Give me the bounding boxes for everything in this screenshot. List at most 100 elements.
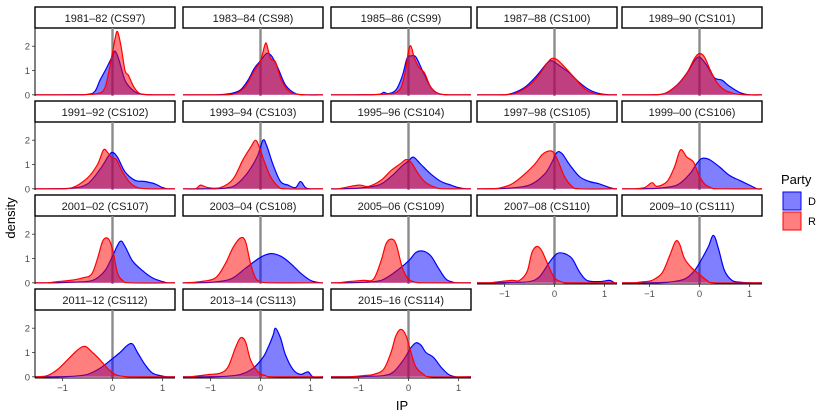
facet-title: 1993–94 (CS103) — [210, 107, 297, 119]
facet-panel: 2013–14 (CS113) −1 0 1 — [182, 288, 324, 394]
facet-title: 2003–04 (CS108) — [210, 201, 297, 213]
facet-strip — [34, 6, 176, 29]
y-tick-label: 0 — [25, 372, 30, 383]
y-tick-label: 1 — [25, 348, 30, 359]
density-area-r — [330, 45, 472, 96]
y-tick-label: 0 — [25, 278, 30, 289]
facet-title: 1995–96 (CS104) — [358, 107, 445, 119]
facet-strip — [330, 6, 472, 29]
y-tick-label: 0 — [25, 184, 30, 195]
x-tick-label: −1 — [644, 289, 655, 300]
facet-strip — [476, 6, 618, 29]
facet-title: 1987–88 (CS100) — [504, 13, 591, 25]
density-area-r — [330, 238, 472, 284]
facet-title: 1991–92 (CS102) — [62, 107, 149, 119]
x-axis-title: IP — [396, 398, 408, 413]
facet-panel: 2005–06 (CS109) — [330, 194, 472, 284]
density-area-r — [182, 139, 324, 190]
density-area-r — [182, 236, 324, 284]
facet-strip — [34, 194, 176, 217]
density-area-r — [621, 52, 763, 96]
facet-panel: 2015–16 (CS114) −1 0 1 — [330, 288, 472, 394]
x-tick-label: 0 — [552, 289, 557, 300]
facet-title: 1997–98 (CS105) — [504, 107, 591, 119]
density-area-r — [330, 328, 472, 378]
y-tick-label: 2 — [25, 230, 30, 241]
y-axis-title: density — [3, 197, 18, 239]
y-tick-label: 0 — [25, 90, 30, 101]
y-tick-label: 2 — [25, 324, 30, 335]
legend-title: Party — [781, 172, 812, 187]
facet-title: 2011–12 (CS112) — [62, 295, 147, 307]
facet-title: 2007–08 (CS110) — [504, 201, 590, 213]
x-tick-label: 0 — [110, 383, 115, 394]
x-tick-label: 1 — [308, 383, 313, 394]
facet-strip — [330, 100, 472, 123]
y-tick-label: 2 — [25, 136, 30, 147]
legend-label-d: D — [808, 196, 816, 208]
facet-strip — [621, 194, 763, 217]
density-area-r — [621, 149, 763, 190]
density-area-r — [476, 150, 618, 190]
x-tick-label: 0 — [258, 383, 263, 394]
facet-panel: 1993–94 (CS103) — [182, 100, 324, 190]
y-tick-label: 1 — [25, 254, 30, 265]
facet-strip — [330, 194, 472, 217]
density-area-r — [34, 345, 176, 378]
density-area-r — [621, 240, 763, 284]
density-area-r — [330, 158, 472, 190]
facet-strip — [182, 100, 324, 123]
facet-title: 1981–82 (CS97) — [65, 13, 146, 25]
facet-panel: 2009–10 (CS111) −1 0 1 — [621, 194, 763, 300]
facet-title: 2009–10 (CS111) — [649, 201, 734, 213]
facet-panel: 1995–96 (CS104) — [330, 100, 472, 190]
facet-title: 2015–16 (CS114) — [358, 295, 444, 307]
facet-panel: 1987–88 (CS100) — [476, 6, 618, 96]
facet-title: 1985–86 (CS99) — [361, 13, 442, 25]
facet-panel: 1999–00 (CS106) — [621, 100, 763, 190]
facet-panel: 1991–92 (CS102) 0 1 2 — [25, 100, 176, 195]
x-tick-label: 0 — [406, 383, 411, 394]
density-area-r — [34, 237, 176, 284]
density-area-r — [476, 245, 618, 284]
facet-title: 1989–90 (CS101) — [649, 13, 736, 25]
facet-strip — [621, 100, 763, 123]
facet-strip — [476, 100, 618, 123]
facet-strip — [34, 100, 176, 123]
density-area-r — [182, 336, 324, 378]
facet-panel: 2007–08 (CS110) −1 0 1 — [476, 194, 618, 300]
density-area-r — [34, 148, 176, 190]
y-tick-label: 2 — [25, 42, 30, 53]
facet-panel: 2003–04 (CS108) — [182, 194, 324, 284]
x-tick-label: −1 — [499, 289, 510, 300]
facet-title: 1999–00 (CS106) — [649, 107, 736, 119]
facet-panel: 1989–90 (CS101) — [621, 6, 763, 96]
x-tick-label: −1 — [353, 383, 364, 394]
facet-strip — [182, 288, 324, 311]
facet-title: 2005–06 (CS109) — [358, 201, 445, 213]
x-tick-label: 1 — [160, 383, 165, 394]
x-tick-label: −1 — [205, 383, 216, 394]
density-area-r — [182, 42, 324, 96]
facet-strip — [182, 6, 324, 29]
legend-label-r: R — [808, 216, 816, 228]
x-tick-label: 1 — [456, 383, 461, 394]
facet-title: 2013–14 (CS113) — [210, 295, 296, 307]
legend: Party D R — [781, 172, 816, 231]
facet-strip — [476, 194, 618, 217]
facet-panel: 1981–82 (CS97) 0 1 2 — [25, 6, 176, 101]
density-area-r — [34, 30, 176, 96]
facet-panels: 1981–82 (CS97) 0 1 2 1983–84 (CS98) 1985–86 (… — [25, 6, 763, 394]
legend-swatch-r — [782, 211, 802, 231]
y-tick-label: 1 — [25, 66, 30, 77]
facet-panel: 2011–12 (CS112) 0 1 2 −1 0 1 — [25, 288, 176, 394]
legend-swatch-d — [782, 191, 802, 211]
facet-panel: 2001–02 (CS107) 0 1 2 — [25, 194, 176, 289]
facet-strip — [621, 6, 763, 29]
facet-strip — [182, 194, 324, 217]
facet-panel: 1985–86 (CS99) — [330, 6, 472, 96]
x-tick-label: −1 — [57, 383, 68, 394]
x-tick-label: 0 — [697, 289, 702, 300]
facet-strip — [34, 288, 176, 311]
